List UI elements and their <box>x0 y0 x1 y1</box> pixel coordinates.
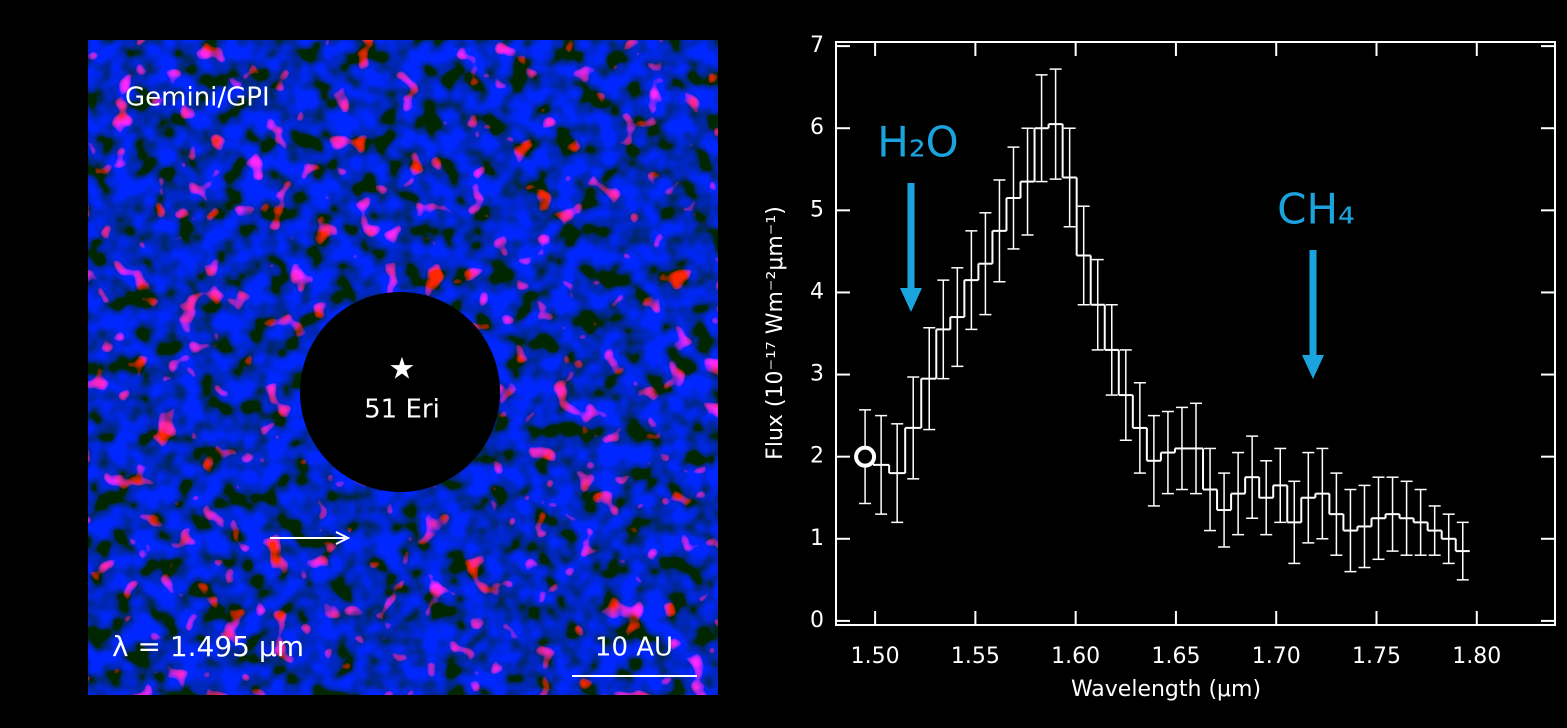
y-tick-label: 6 <box>810 115 824 140</box>
planet-arrow-head <box>335 531 351 545</box>
y-tick-label: 7 <box>810 33 824 58</box>
star-symbol: ★ <box>389 352 416 387</box>
x-tick-label: 1.80 <box>1452 644 1501 669</box>
y-tick-label: 4 <box>810 279 824 304</box>
annotation-arrow-head <box>1302 355 1324 379</box>
annotation: H₂O <box>877 118 958 167</box>
y-tick-label: 5 <box>810 197 824 222</box>
instrument-label: Gemini/GPI <box>125 83 270 113</box>
mask <box>300 292 500 492</box>
x-tick-label: 1.50 <box>851 644 900 669</box>
image-panel: Gemini/GPI ★ 51 Eri λ = 1.495 μm 10 AU <box>88 40 718 695</box>
x-tick-label: 1.70 <box>1252 644 1301 669</box>
x-tick-label: 1.55 <box>951 644 1000 669</box>
star-label: 51 Eri <box>364 395 440 425</box>
x-tick-label: 1.65 <box>1151 644 1200 669</box>
x-tick-label: 1.75 <box>1352 644 1401 669</box>
y-axis-label: Flux (10⁻¹⁷ Wm⁻²μm⁻¹) <box>763 206 788 460</box>
y-tick-label: 0 <box>810 608 824 633</box>
plot-frame <box>835 41 1556 626</box>
y-tick-label: 3 <box>810 362 824 387</box>
reference-point <box>854 445 877 468</box>
scale-label: 10 AU <box>595 633 673 663</box>
x-axis-label: Wavelength (μm) <box>1071 677 1261 702</box>
y-tick-label: 1 <box>810 526 824 551</box>
annotation-arrow-head <box>900 288 922 312</box>
wavelength-label: λ = 1.495 μm <box>112 630 304 663</box>
x-tick-label: 1.60 <box>1051 644 1100 669</box>
y-tick-label: 2 <box>810 444 824 469</box>
annotation: CH₄ <box>1277 185 1355 234</box>
spectrum-chart: Wavelength (μm) Flux (10⁻¹⁷ Wm⁻²μm⁻¹) H₂… <box>763 33 1556 702</box>
